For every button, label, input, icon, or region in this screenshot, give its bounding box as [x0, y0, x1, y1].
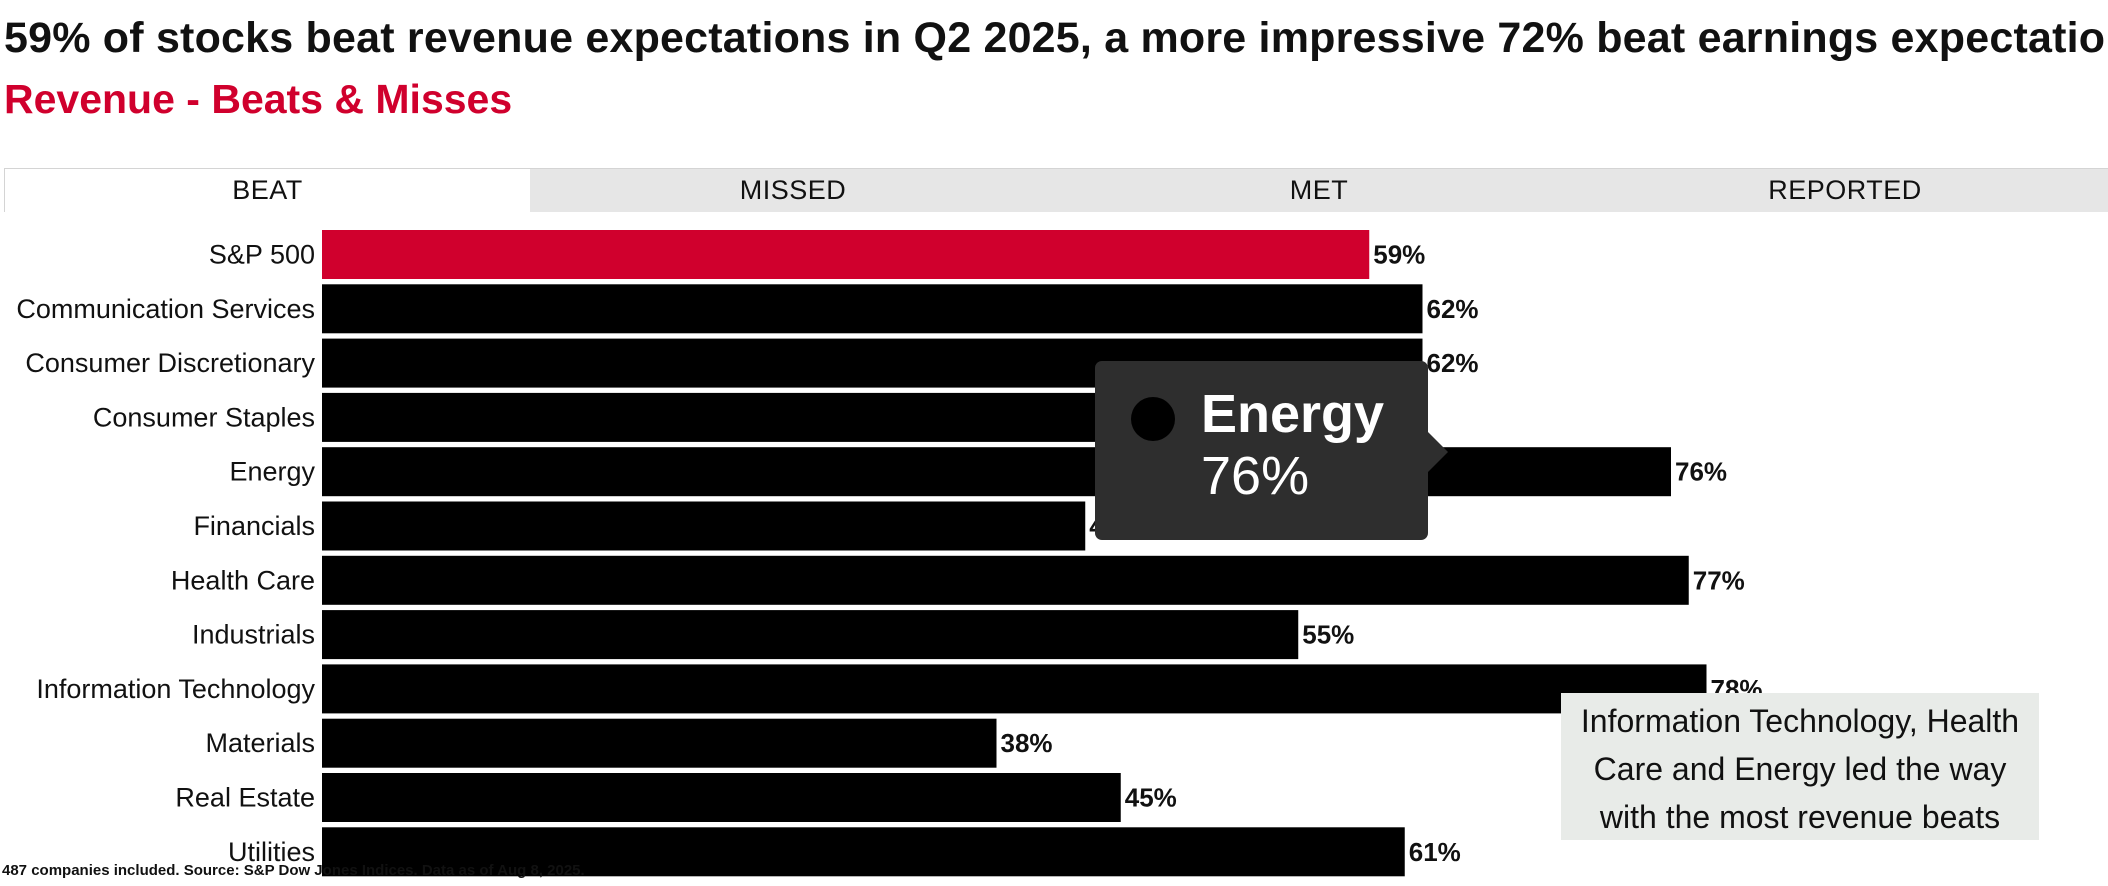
category-label-health-care: Health Care [171, 565, 315, 595]
tooltip-category: Energy [1201, 384, 1385, 444]
value-label-materials: 38% [1001, 728, 1053, 758]
value-label-energy: 76% [1675, 457, 1727, 487]
tab-reported[interactable]: REPORTED [1768, 175, 1922, 205]
tab-missed[interactable]: MISSED [739, 175, 847, 205]
bar-financials[interactable] [322, 501, 1086, 551]
tab-beat[interactable]: BEAT [4, 169, 530, 212]
bar-communication-services[interactable] [322, 284, 1423, 334]
bar-utilities[interactable] [322, 827, 1405, 877]
category-label-energy: Energy [229, 457, 315, 487]
chart-title: 59% of stocks beat revenue expectations … [4, 14, 2108, 62]
chart-subtitle: Revenue - Beats & Misses [4, 76, 513, 122]
bar-real-estate[interactable] [322, 773, 1121, 822]
category-label-consumer-discretionary: Consumer Discretionary [25, 348, 315, 378]
category-label-communication-services: Communication Services [16, 294, 315, 324]
energy-tooltip: Energy 76% [1095, 361, 1428, 540]
category-label-information-technology: Information Technology [36, 674, 315, 704]
source-footnote: 487 companies included. Source: S&P Dow … [2, 862, 585, 879]
value-label-communication-services: 62% [1427, 294, 1479, 324]
category-label-consumer-staples: Consumer Staples [93, 402, 315, 432]
category-label-industrials: Industrials [192, 620, 315, 650]
tooltip-pointer [1428, 432, 1448, 472]
value-label-sandp-500: 59% [1373, 240, 1425, 270]
value-label-health-care: 77% [1693, 565, 1745, 595]
tooltip-value: 76% [1201, 446, 1310, 506]
bar-industrials[interactable] [322, 610, 1299, 660]
metric-tabs: BEAT MISSED MET REPORTED [4, 168, 2108, 212]
bar-information-technology[interactable] [322, 664, 1707, 714]
category-label-real-estate: Real Estate [175, 783, 315, 813]
tab-met[interactable]: MET [1289, 175, 1349, 205]
annotation-box: Information Technology, Health Care and … [1561, 693, 2039, 840]
bar-health-care[interactable] [322, 555, 1689, 605]
bar-materials[interactable] [322, 718, 997, 768]
bar-energy[interactable] [322, 447, 1671, 497]
value-label-consumer-discretionary: 62% [1427, 348, 1479, 378]
value-label-utilities: 61% [1409, 837, 1461, 867]
category-label-utilities: Utilities [228, 837, 315, 867]
category-label-sandp-500: S&P 500 [209, 240, 315, 270]
value-label-industrials: 55% [1302, 620, 1354, 650]
value-label-real-estate: 45% [1125, 783, 1177, 813]
series-dot-icon [1131, 397, 1175, 441]
category-label-materials: Materials [205, 728, 315, 758]
bar-sandp-500[interactable] [322, 230, 1370, 279]
category-label-financials: Financials [193, 511, 315, 541]
